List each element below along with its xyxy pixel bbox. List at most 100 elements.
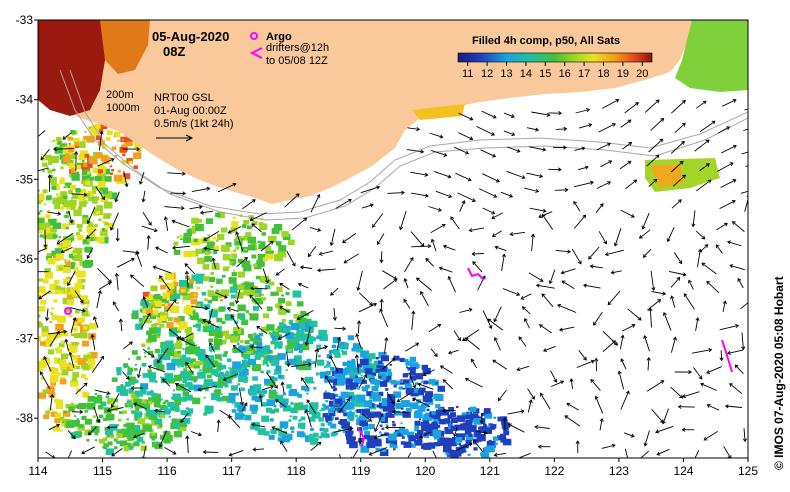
sst-pixel [94,439,98,442]
velocity-arrow [186,436,189,453]
sst-pixel [76,342,80,345]
sst-pixel [359,442,364,447]
sst-pixel [188,227,196,234]
sst-pixel [60,177,65,181]
sst-pixel [260,370,264,374]
velocity-arrow [343,253,359,264]
sst-pixel [94,393,97,395]
sst-pixel [488,439,492,443]
sst-pixel [127,367,134,373]
sst-pixel [68,190,73,194]
velocity-arrow [717,126,730,134]
sst-pixel [72,372,80,378]
sst-pixel [329,352,332,355]
velocity-arrow [279,283,290,290]
velocity-arrow [91,356,104,373]
sst-pixel [275,365,282,371]
velocity-arrow [668,270,686,276]
sst-pixel [330,407,335,411]
velocity-arrow-head [374,428,378,433]
sst-pixel [337,402,346,409]
velocity-arrow-head [209,342,213,347]
velocity-arrow-head [560,270,565,275]
sst-pixel [254,396,263,402]
velocity-arrow-head [415,277,420,282]
sst-pixel [364,435,370,440]
velocity-arrow [482,310,492,329]
velocity-arrow-head [701,262,706,267]
velocity-arrow-head [606,142,611,147]
sst-pixel [191,376,198,382]
sst-pixel [58,236,62,239]
sst-pixel [44,154,52,161]
sst-pixel [140,383,149,390]
sst-pixel [246,345,254,351]
sst-pixel [88,196,94,202]
sst-pixel [145,309,153,315]
velocity-arrow [719,200,736,210]
sst-pixel [190,313,199,320]
sst-pixel [268,435,275,440]
velocity-arrow-head [56,423,61,428]
velocity-arrow [91,334,96,351]
sst-pixel [393,444,398,449]
sst-pixel [411,367,416,371]
sst-pixel [255,428,259,431]
sst-pixel [405,383,412,389]
velocity-arrow [507,146,520,153]
sst-pixel [206,374,212,379]
velocity-arrow [38,167,48,172]
sst-pixel [211,360,219,366]
sst-pixel [207,299,213,304]
velocity-arrow [306,399,317,415]
sst-pixel [164,311,167,314]
velocity-arrow-head [620,334,625,339]
sst-pixel [86,304,90,307]
sst-pixel [345,382,355,390]
velocity-arrow [87,206,96,224]
sst-pixel [136,356,141,360]
sst-pixel [421,380,424,383]
sst-pixel [481,452,490,458]
sst-pixel [254,351,258,354]
sst-pixel [293,347,298,351]
velocity-arrow-head [483,430,488,435]
sst-pixel [46,165,49,168]
sst-pixel [301,344,310,351]
sst-pixel [375,368,381,373]
sst-pixel [465,440,468,443]
sst-pixel [165,272,174,280]
velocity-arrow [404,278,409,289]
sst-pixel [310,427,314,431]
sst-pixel [76,418,79,420]
velocity-arrow [732,221,745,232]
sst-pixel [164,373,174,380]
sst-pixel [40,153,43,156]
sst-pixel [40,299,47,305]
velocity-arrow [456,443,472,451]
sst-pixel [135,407,140,412]
velocity-arrow [448,276,456,293]
velocity-arrow [561,268,576,274]
velocity-arrow-head [136,147,141,152]
velocity-arrow [217,420,220,432]
sst-pixel [67,159,74,166]
sst-pixel [39,368,44,372]
sst-pixel [195,304,201,309]
sst-pixel [103,446,107,450]
velocity-arrow [116,258,135,268]
sst-pixel [415,440,423,446]
velocity-arrow-head [223,294,228,299]
sst-pixel [104,227,108,231]
velocity-arrow-head [286,363,291,368]
velocity-arrow [683,293,695,310]
sst-pixel [105,415,113,421]
velocity-arrow-head [682,99,686,104]
sst-pixel [439,414,442,417]
sst-pixel [241,359,248,365]
sst-pixel [419,418,422,421]
sst-pixel [105,395,110,399]
velocity-arrow-head [464,377,469,382]
velocity-arrow-head [628,142,633,146]
sst-pixel [261,232,266,236]
